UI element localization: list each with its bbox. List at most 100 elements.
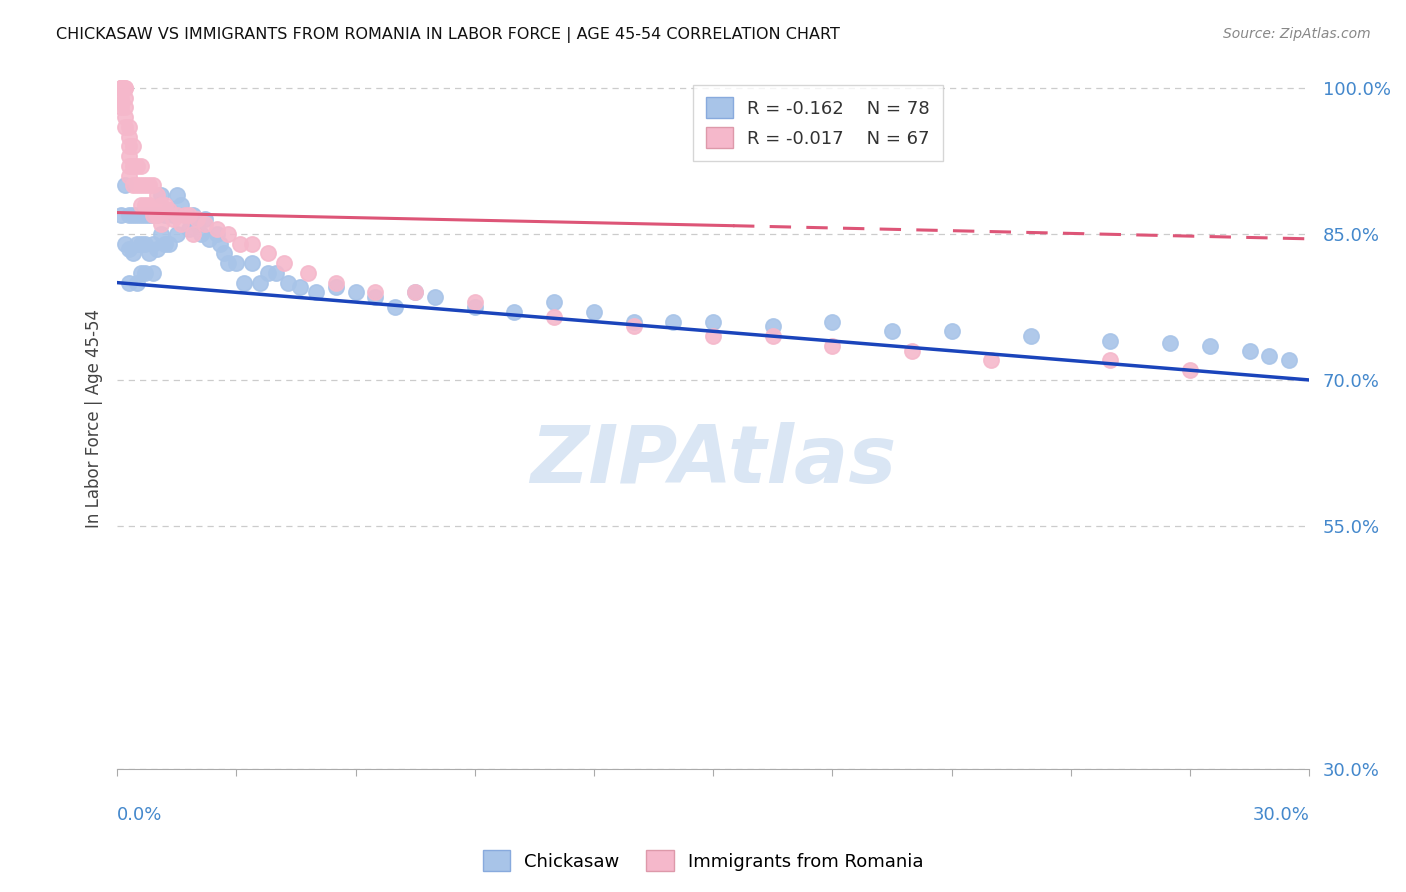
- Point: [186, 212, 208, 227]
- Point: [582, 305, 605, 319]
- Point: [129, 198, 152, 212]
- Point: [177, 222, 200, 236]
- Point: [138, 246, 160, 260]
- Point: [138, 207, 160, 221]
- Text: Source: ZipAtlas.com: Source: ZipAtlas.com: [1223, 27, 1371, 41]
- Point: [114, 178, 136, 193]
- Point: [177, 207, 200, 221]
- Point: [118, 159, 141, 173]
- Point: [217, 227, 239, 241]
- Point: [194, 217, 217, 231]
- Point: [257, 246, 280, 260]
- Point: [702, 329, 724, 343]
- Point: [118, 139, 141, 153]
- Point: [142, 207, 165, 221]
- Point: [118, 149, 141, 163]
- Point: [114, 236, 136, 251]
- Point: [623, 319, 645, 334]
- Point: [217, 256, 239, 270]
- Point: [762, 329, 785, 343]
- Point: [162, 207, 184, 221]
- Point: [364, 290, 387, 304]
- Point: [181, 207, 204, 221]
- Point: [240, 236, 263, 251]
- Point: [129, 266, 152, 280]
- Point: [364, 285, 387, 300]
- Point: [142, 178, 165, 193]
- Point: [153, 207, 176, 221]
- Point: [129, 159, 152, 173]
- Point: [114, 100, 136, 114]
- Point: [122, 246, 145, 260]
- Point: [149, 227, 172, 241]
- Point: [114, 91, 136, 105]
- Point: [173, 207, 195, 221]
- Point: [503, 305, 526, 319]
- Point: [464, 300, 486, 314]
- Point: [273, 256, 295, 270]
- Text: CHICKASAW VS IMMIGRANTS FROM ROMANIA IN LABOR FORCE | AGE 45-54 CORRELATION CHAR: CHICKASAW VS IMMIGRANTS FROM ROMANIA IN …: [56, 27, 841, 43]
- Point: [157, 236, 180, 251]
- Text: 0.0%: 0.0%: [117, 806, 163, 824]
- Point: [138, 178, 160, 193]
- Point: [170, 217, 193, 231]
- Point: [190, 227, 212, 241]
- Point: [129, 207, 152, 221]
- Point: [125, 207, 148, 221]
- Point: [122, 159, 145, 173]
- Point: [344, 285, 367, 300]
- Point: [623, 314, 645, 328]
- Point: [214, 246, 236, 260]
- Point: [125, 159, 148, 173]
- Point: [142, 266, 165, 280]
- Point: [197, 232, 219, 246]
- Point: [118, 207, 141, 221]
- Point: [901, 343, 924, 358]
- Point: [149, 217, 172, 231]
- Point: [129, 178, 152, 193]
- Y-axis label: In Labor Force | Age 45-54: In Labor Force | Age 45-54: [86, 310, 103, 528]
- Point: [134, 236, 156, 251]
- Point: [423, 290, 446, 304]
- Point: [134, 198, 156, 212]
- Point: [125, 178, 148, 193]
- Point: [821, 339, 844, 353]
- Point: [122, 178, 145, 193]
- Point: [186, 217, 208, 231]
- Point: [125, 236, 148, 251]
- Point: [762, 319, 785, 334]
- Point: [110, 81, 132, 95]
- Point: [1178, 363, 1201, 377]
- Point: [114, 120, 136, 134]
- Point: [1239, 343, 1261, 358]
- Point: [297, 266, 319, 280]
- Point: [166, 227, 188, 241]
- Point: [821, 314, 844, 328]
- Point: [941, 324, 963, 338]
- Point: [110, 81, 132, 95]
- Point: [134, 266, 156, 280]
- Point: [149, 198, 172, 212]
- Legend: Chickasaw, Immigrants from Romania: Chickasaw, Immigrants from Romania: [475, 843, 931, 879]
- Point: [880, 324, 903, 338]
- Point: [225, 256, 247, 270]
- Point: [118, 120, 141, 134]
- Point: [543, 295, 565, 310]
- Point: [205, 222, 228, 236]
- Point: [404, 285, 426, 300]
- Point: [118, 242, 141, 256]
- Point: [153, 198, 176, 212]
- Legend: R = -0.162    N = 78, R = -0.017    N = 67: R = -0.162 N = 78, R = -0.017 N = 67: [693, 85, 942, 161]
- Point: [249, 276, 271, 290]
- Point: [1198, 339, 1220, 353]
- Point: [110, 81, 132, 95]
- Point: [110, 81, 132, 95]
- Point: [404, 285, 426, 300]
- Point: [264, 266, 287, 280]
- Point: [146, 188, 169, 202]
- Point: [229, 236, 252, 251]
- Point: [305, 285, 328, 300]
- Point: [205, 227, 228, 241]
- Point: [980, 353, 1002, 368]
- Point: [114, 81, 136, 95]
